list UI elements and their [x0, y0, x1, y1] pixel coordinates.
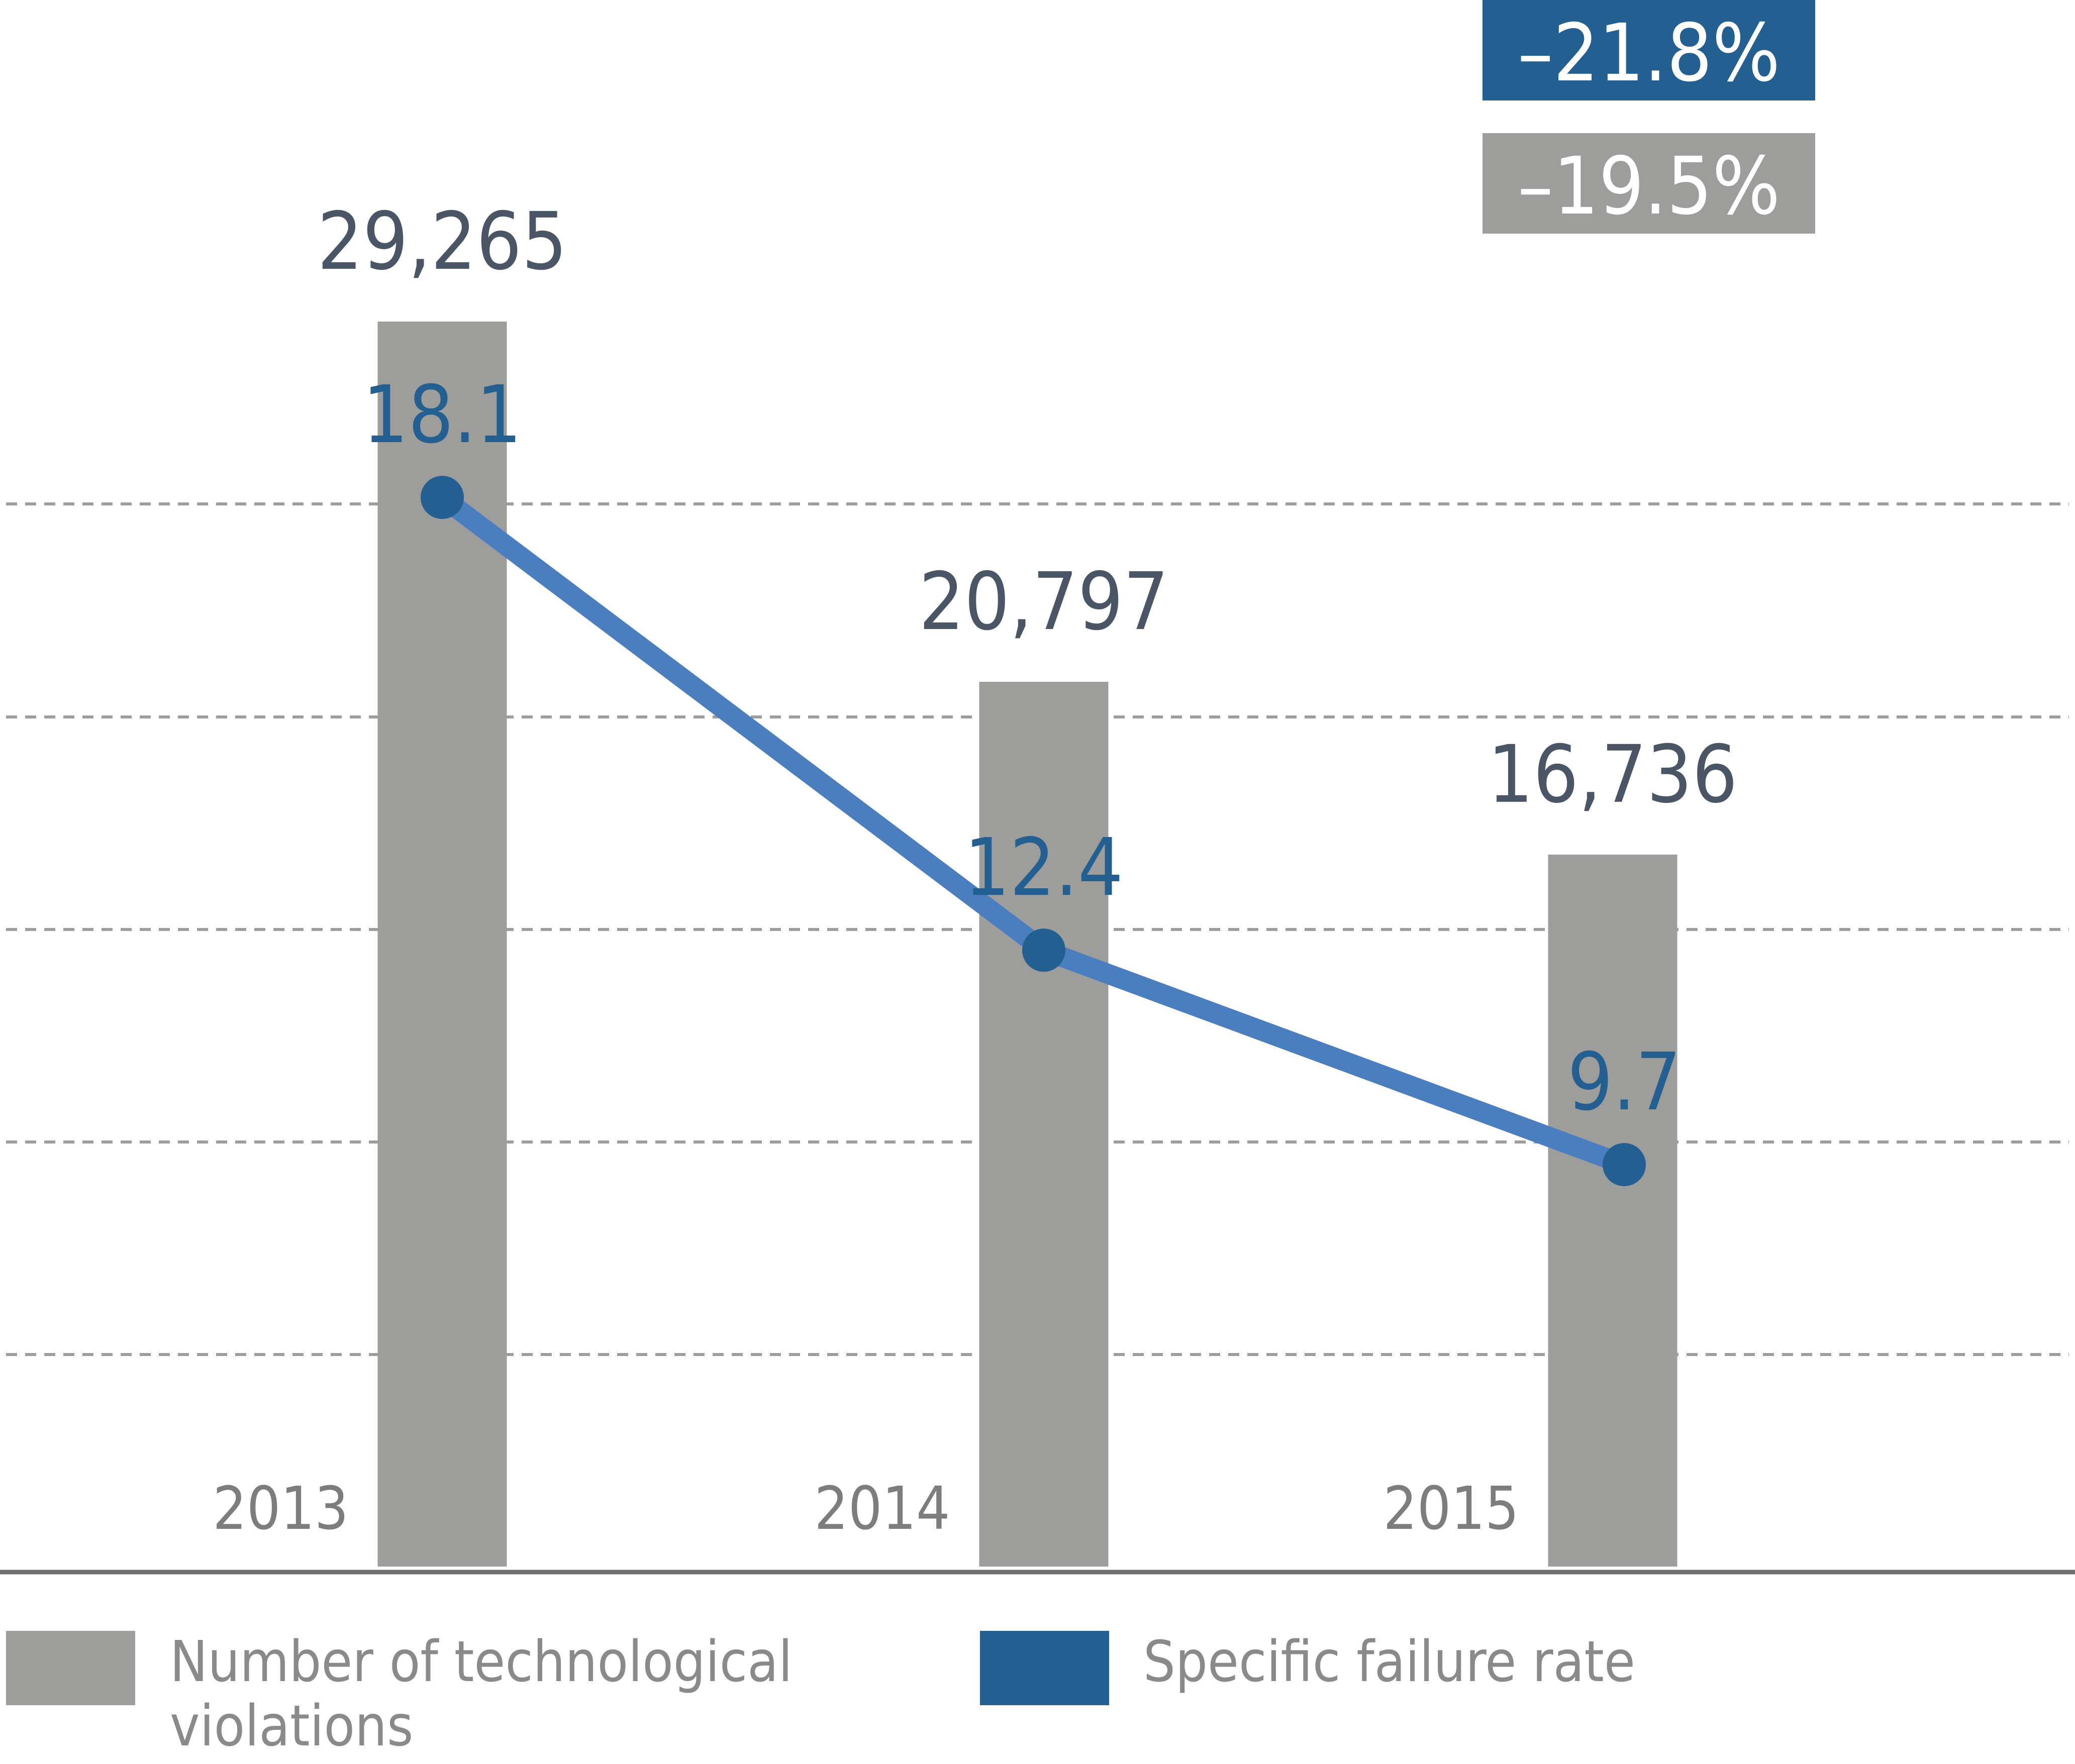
- line-point-2014: [1022, 928, 1065, 972]
- category-label-2014: 2014: [814, 1474, 950, 1543]
- legend-swatch-failure-rate: [980, 1631, 1109, 1705]
- bar-value-label-2015: 16,736: [1488, 729, 1737, 821]
- bar-series: [377, 322, 1677, 1567]
- bar-2014: [979, 682, 1109, 1567]
- line-point-2013: [421, 476, 464, 519]
- bar-value-label-2013: 29,265: [317, 195, 567, 288]
- line-value-label-2013: 18.1: [363, 369, 522, 461]
- legend: Number of technological violations Specifi…: [6, 1629, 1635, 1759]
- line-value-label-2014: 12.4: [964, 821, 1123, 914]
- line-point-2015: [1603, 1143, 1646, 1186]
- change-badge-2: [1483, 133, 1815, 234]
- value-labels: 29,265 20,797 16,736 18.1 12.4 9.7 2013 2014 201…: [213, 195, 1737, 1543]
- category-label-2013: 2013: [213, 1474, 348, 1543]
- legend-swatch-violations: [6, 1631, 135, 1705]
- line-value-label-2015: 9.7: [1567, 1036, 1681, 1128]
- legend-label-violations: Number of technological violations: [170, 1629, 793, 1759]
- legend-label-failure-rate: Specific failure rate: [1143, 1629, 1635, 1695]
- category-label-2015: 2015: [1383, 1474, 1519, 1543]
- change-badges: –21.8% –19.5%: [1483, 0, 1815, 234]
- change-badge-1: [1483, 0, 1815, 100]
- bar-value-label-2014: 20,797: [919, 556, 1168, 648]
- line-series: [421, 476, 1646, 1186]
- bar-2015: [1548, 854, 1677, 1567]
- change-badge-label-1: –21.8%: [1518, 7, 1781, 99]
- change-badge-label-2: –19.5%: [1518, 140, 1781, 233]
